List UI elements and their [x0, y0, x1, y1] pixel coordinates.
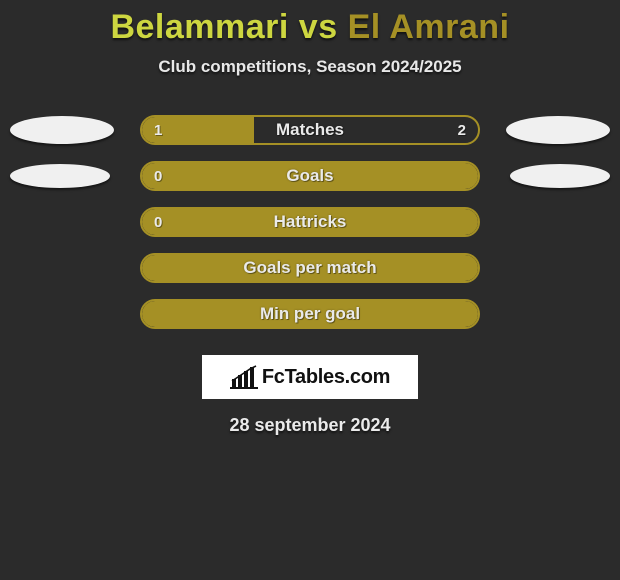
title-player2: El Amrani — [348, 8, 510, 46]
stat-row: Goals per match — [0, 245, 620, 291]
title-player1: Belammari — [110, 8, 288, 46]
stat-row: 1 2 Matches — [0, 107, 620, 153]
logo-text: FcTables.com — [262, 366, 390, 389]
page-title: Belammari vs El Amrani — [0, 0, 620, 47]
ellipse-right — [506, 116, 610, 144]
stat-label: Goals per match — [243, 258, 376, 278]
stat-label: Hattricks — [274, 212, 347, 232]
logo-box: FcTables.com — [202, 355, 418, 399]
subtitle: Club competitions, Season 2024/2025 — [0, 57, 620, 77]
stat-bar: Min per goal — [140, 299, 480, 329]
stat-value-right: 2 — [458, 122, 466, 139]
stat-label: Goals — [286, 166, 333, 186]
stat-row: 0 Hattricks — [0, 199, 620, 245]
stat-value-left: 0 — [154, 168, 162, 185]
ellipse-left — [10, 164, 110, 188]
ellipse-right — [510, 164, 610, 188]
stat-bar: 0 Goals — [140, 161, 480, 191]
stat-row: 0 Goals — [0, 153, 620, 199]
stat-value-left: 0 — [154, 214, 162, 231]
stat-bar: Goals per match — [140, 253, 480, 283]
stat-bar: 0 Hattricks — [140, 207, 480, 237]
title-vs: vs — [289, 8, 348, 46]
stats-container: 1 2 Matches 0 Goals 0 Hattricks Goals per match… — [0, 107, 620, 337]
stat-value-left: 1 — [154, 122, 162, 139]
stat-label: Min per goal — [260, 304, 360, 324]
stat-bar: 1 2 Matches — [140, 115, 480, 145]
stat-row: Min per goal — [0, 291, 620, 337]
date-text: 28 september 2024 — [0, 415, 620, 436]
ellipse-left — [10, 116, 114, 144]
bar-chart-icon — [230, 365, 258, 389]
stat-label: Matches — [276, 120, 344, 140]
